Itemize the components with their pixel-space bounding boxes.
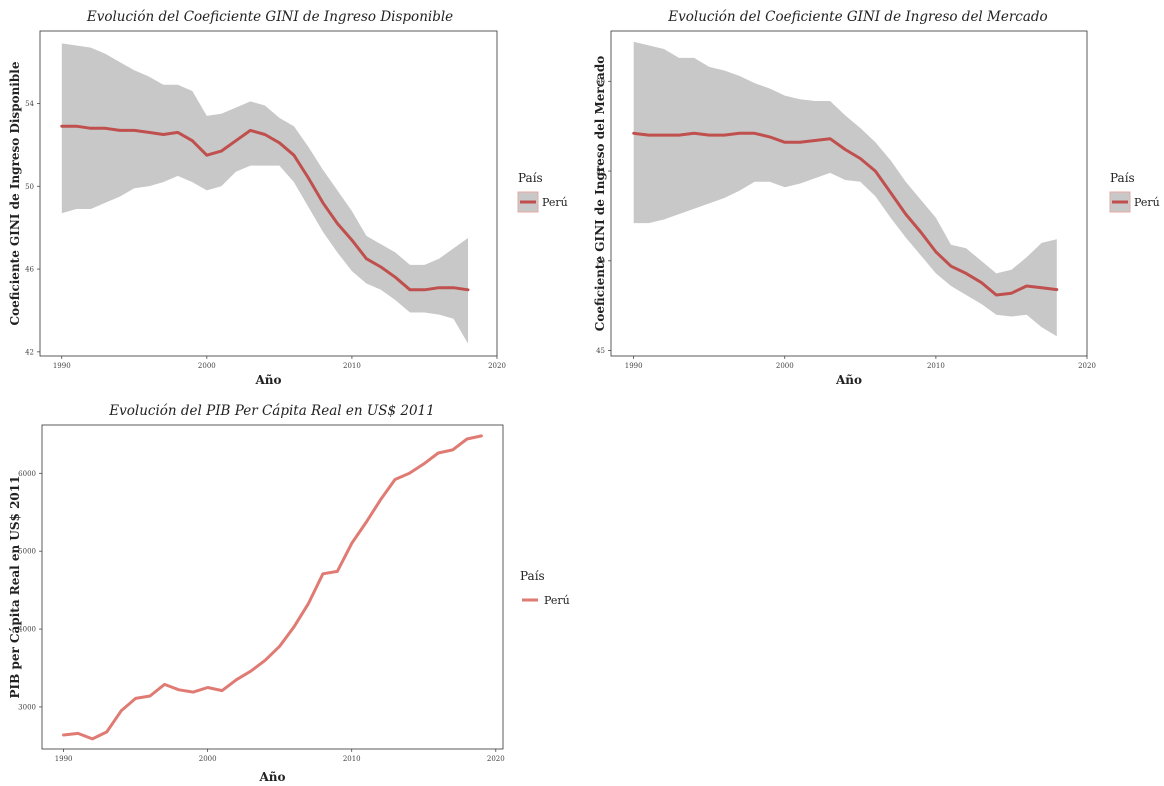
y-tick-label: 46 xyxy=(25,266,34,274)
chart-svg: Evolución del PIB Per Cápita Real en US$… xyxy=(8,403,570,784)
x-tick-label: 2020 xyxy=(488,362,506,370)
chart-svg: Evolución del Coeficiente GINI de Ingres… xyxy=(8,9,568,387)
y-axis-label: PIB per Cápita Real en US$ 2011 xyxy=(8,476,22,699)
chart-title: Evolución del Coeficiente GINI de Ingres… xyxy=(86,9,453,25)
y-axis-label: Coeficiente GINI de Ingreso Disponible xyxy=(8,61,22,325)
gini-disponible-chart: Evolución del Coeficiente GINI de Ingres… xyxy=(0,0,600,395)
chart-title: Evolución del PIB Per Cápita Real en US$… xyxy=(108,403,434,419)
legend-label-peru: Perú xyxy=(1134,196,1160,209)
y-axis-label: Coeficiente GINI de Ingreso del Mercado xyxy=(593,56,607,331)
legend-label-peru: Perú xyxy=(544,594,570,607)
y-tick-label: 54 xyxy=(25,100,34,108)
x-tick-label: 2000 xyxy=(199,755,217,763)
y-tick-label: 50 xyxy=(25,183,34,191)
y-tick-label: 42 xyxy=(25,348,34,356)
x-tick-label: 2000 xyxy=(776,362,794,370)
plot-frame xyxy=(41,424,504,750)
x-tick-label: 2020 xyxy=(1078,362,1096,370)
confidence-band xyxy=(61,43,469,344)
x-axis-label: Año xyxy=(254,373,281,387)
y-tick-label: 60 xyxy=(596,78,605,86)
x-tick-label: 2010 xyxy=(343,755,361,763)
plot-frame xyxy=(610,30,1088,357)
x-tick-label: 1990 xyxy=(53,362,71,370)
x-tick-label: 2010 xyxy=(343,362,361,370)
plot-frame xyxy=(39,30,498,357)
y-tick-label: 3000 xyxy=(18,703,36,711)
legend-title: País xyxy=(520,569,545,583)
confidence-band xyxy=(633,41,1057,337)
x-tick-label: 2020 xyxy=(487,755,505,763)
legend-title: País xyxy=(1110,171,1135,185)
x-axis-label: Año xyxy=(835,373,862,387)
series-line-peru xyxy=(60,124,470,292)
gini-mercado-chart: Evolución del Coeficiente GINI de Ingres… xyxy=(582,0,1164,395)
x-tick-label: 1990 xyxy=(625,362,643,370)
chart-svg: Evolución del Coeficiente GINI de Ingres… xyxy=(593,9,1160,387)
chart-title: Evolución del Coeficiente GINI de Ingres… xyxy=(667,9,1047,25)
x-tick-label: 2010 xyxy=(927,362,945,370)
y-tick-label: 6000 xyxy=(18,470,36,478)
y-tick-label: 4000 xyxy=(18,626,36,634)
series-line-peru xyxy=(62,434,483,741)
x-tick-label: 2000 xyxy=(198,362,216,370)
y-tick-label: 55 xyxy=(596,168,605,176)
legend-label-peru: Perú xyxy=(542,196,568,209)
y-tick-label: 50 xyxy=(596,257,605,265)
series-line-peru xyxy=(632,131,1059,297)
x-tick-label: 1990 xyxy=(55,755,73,763)
pib-per-capita-chart: Evolución del PIB Per Cápita Real en US$… xyxy=(0,398,600,786)
y-tick-label: 5000 xyxy=(18,548,36,556)
legend-title: País xyxy=(518,171,543,185)
x-axis-label: Año xyxy=(258,770,285,784)
y-tick-label: 45 xyxy=(596,347,605,355)
